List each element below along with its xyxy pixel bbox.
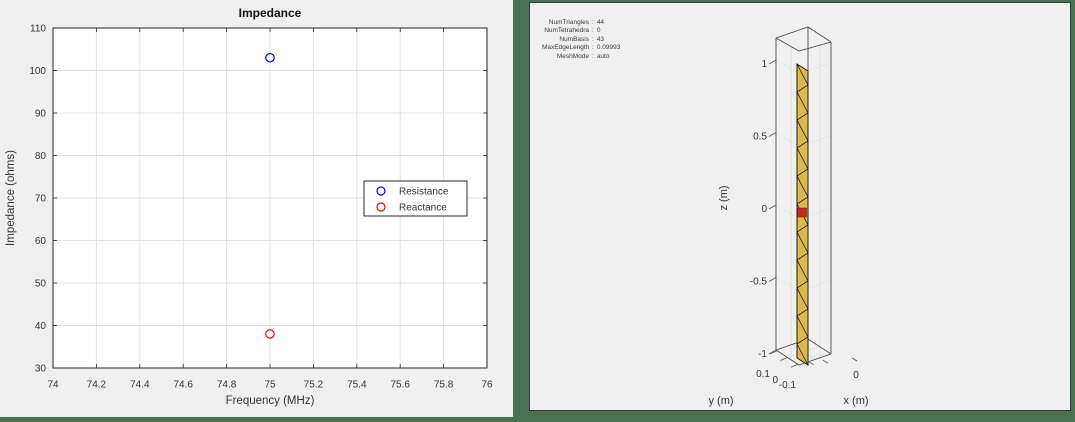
dipole-antenna-strip [796, 63, 809, 366]
x-tick-label: 76 [481, 379, 493, 390]
z-tick-label: 0.5 [753, 132, 767, 143]
mesh-figure-window: NumTriangles:44 NumTetrahedra:0 NumBasis:4… [529, 2, 1071, 411]
z-tick-label: -0.5 [750, 277, 768, 288]
tick-labels: 74 74.2 74.4 74.6 74.8 75 75.2 75.4 75.6 75.8 76 30… [29, 24, 493, 391]
grid-lines [53, 28, 487, 368]
annotation-label: NumBasis [559, 35, 589, 43]
z-axis-label: z (m) [718, 185, 730, 210]
y-tick-label: -0.1 [779, 380, 797, 391]
legend-marker-reactance [376, 202, 386, 212]
mesh-tick-marks [768, 59, 858, 368]
impedance-chart: 74 74.2 74.4 74.6 74.8 75 75.2 75.4 75.6 75.8 76 30… [0, 0, 513, 422]
x-axis-label: x (m) [843, 395, 868, 407]
x-tick-label: 74 [47, 379, 59, 390]
x-tick-label: 0 [853, 370, 859, 381]
annotation-value: auto [596, 52, 610, 60]
annotation-separator: : [592, 52, 594, 60]
legend-marker-resistance [376, 186, 386, 196]
legend-label-resistance: Resistance [399, 187, 449, 198]
annotation-row: MeshMode: auto [542, 53, 620, 61]
annotation-value: 0.09993 [596, 44, 621, 52]
x-tick-label: 75.4 [347, 379, 367, 390]
y-axis-label: y (m) [708, 395, 733, 407]
x-tick-label: 75.2 [304, 379, 324, 390]
mesh-3d-plot: 10.50-0.5-10.10 -0.10z (m)y (m) x (m) [708, 26, 869, 407]
z-tick-label: -1 [758, 349, 767, 360]
legend[interactable]: Resistance Reactance [363, 180, 468, 217]
x-tick-label: 74.2 [87, 379, 107, 390]
x-tick-label: 74.8 [217, 379, 237, 390]
annotation-label: NumTriangles [548, 19, 589, 26]
x-tick-label: 74.6 [173, 379, 193, 390]
annotation-value: 43 [596, 35, 605, 43]
y-tick-label: 110 [30, 24, 46, 35]
y-tick-label: 0.1 [756, 369, 770, 380]
chart-title: Impedance [239, 6, 302, 20]
x-tick-label: 75.6 [390, 379, 410, 390]
annotation-row: MaxEdgeLength:0.09993 [542, 44, 620, 52]
mesh-info-annotations: NumTriangles:44 NumTetrahedra:0 NumBasis:4… [542, 19, 620, 61]
reactance-marker [265, 329, 275, 339]
resistance-marker [265, 52, 275, 63]
z-tick-label: 0 [761, 204, 767, 215]
annotation-row: NumBasis:43 [542, 36, 620, 44]
annotation-value: 0 [596, 27, 601, 35]
impedance-plot-svg: 74 74.2 74.4 74.6 74.8 75 75.2 75.4 75.6 75.8 76 30… [5, 6, 493, 407]
impedance-figure-window: 74 74.2 74.4 74.6 74.8 75 75.2 75.4 75.6 75.8 76 30… [0, 0, 513, 417]
annotation-separator: : [592, 35, 594, 43]
y-tick-label: 90 [35, 109, 47, 120]
annotation-separator: : [592, 19, 594, 26]
annotation-separator: : [592, 27, 594, 35]
tick-marks [52, 27, 488, 369]
mesh-wall-gridlines [790, 45, 821, 359]
y-tick-label: 70 [35, 194, 47, 205]
y-tick-label: 40 [35, 321, 47, 332]
z-tick-label: 1 [761, 59, 767, 70]
y-axis-label: Impedance (ohms) [5, 150, 17, 246]
y-tick-label: 80 [35, 151, 47, 162]
annotation-row: NumTriangles:44 [542, 19, 620, 27]
legend-label-reactance: Reactance [399, 203, 447, 214]
annotation-separator: : [592, 44, 594, 52]
x-tick-label: 74.4 [130, 379, 150, 390]
y-tick-label: 0 [772, 375, 778, 386]
y-tick-label: 100 [29, 66, 46, 77]
annotation-label: MeshMode [556, 52, 589, 60]
x-axis-label: Frequency (MHz) [226, 395, 315, 407]
feed-point [797, 207, 807, 218]
x-tick-label: 75 [264, 379, 276, 390]
y-tick-label: 50 [35, 279, 47, 290]
annotation-row: NumTetrahedra:0 [542, 27, 620, 35]
annotation-label: MaxEdgeLength [542, 44, 590, 52]
annotation-label: NumTetrahedra [544, 27, 589, 35]
mesh-axis-labels: 10.50-0.5-10.10 -0.10z (m)y (m) x (m) [708, 59, 868, 407]
y-tick-label: 60 [35, 236, 47, 247]
annotation-value: 44 [596, 19, 605, 26]
x-tick-label: 75.8 [434, 379, 454, 390]
y-tick-label: 30 [35, 364, 47, 375]
